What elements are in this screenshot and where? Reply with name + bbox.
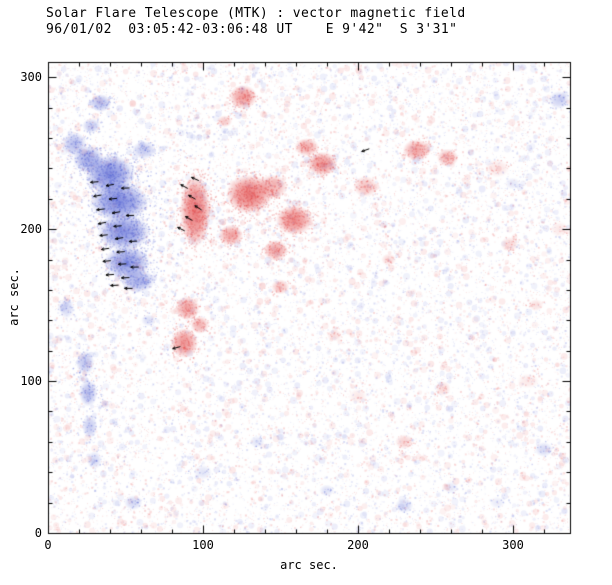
y-tick-label-0: 0 bbox=[34, 526, 42, 540]
plot-subtitle: 96/01/02 03:05:42-03:06:48 UT E 9'42" S … bbox=[46, 22, 458, 37]
x-axis-label: arc sec. bbox=[280, 558, 338, 572]
y-tick-label-1: 100 bbox=[20, 374, 42, 388]
x-tick-label-3: 300 bbox=[502, 538, 524, 552]
y-tick-label-3: 300 bbox=[20, 70, 42, 84]
plot-title: Solar Flare Telescope (MTK) : vector mag… bbox=[46, 6, 466, 21]
x-tick-label-0: 0 bbox=[44, 538, 52, 552]
x-tick-label-2: 200 bbox=[347, 538, 369, 552]
y-tick-label-2: 200 bbox=[20, 222, 42, 236]
y-axis-label: arc sec. bbox=[7, 268, 21, 326]
x-tick-label-1: 100 bbox=[192, 538, 214, 552]
